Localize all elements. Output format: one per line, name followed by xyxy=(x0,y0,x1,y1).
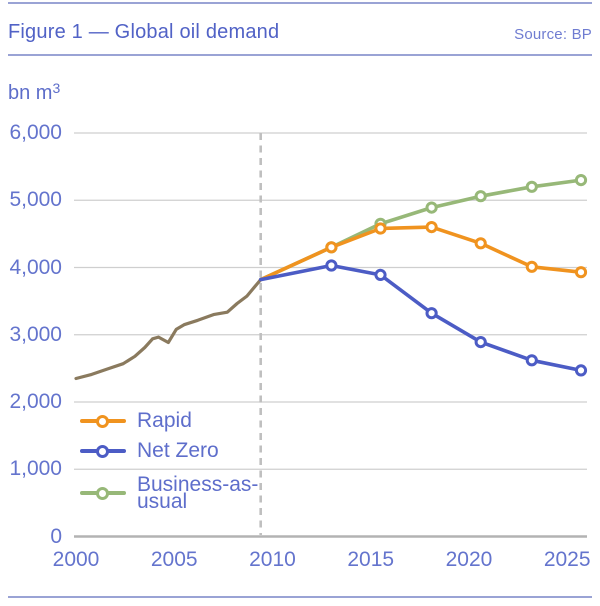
marker-rapid xyxy=(574,266,588,279)
y-tick-label: 1,000 xyxy=(9,457,62,481)
marker-net-zero xyxy=(425,307,438,320)
marker-net-zero xyxy=(574,364,588,377)
source-label: Source: BP xyxy=(514,26,592,43)
unit-text: bn m xyxy=(8,82,53,104)
legend-marker-dot xyxy=(96,414,109,428)
marker-business-as-usual xyxy=(425,201,438,214)
x-tick-label: 2000 xyxy=(52,548,100,571)
marker-rapid xyxy=(474,237,487,250)
history-line xyxy=(74,278,263,381)
legend-label: Rapid xyxy=(137,409,192,432)
marker-rapid xyxy=(525,260,538,273)
marker-business-as-usual xyxy=(525,180,538,193)
marker-net-zero xyxy=(374,268,387,281)
unit-superscript: 3 xyxy=(52,80,61,96)
legend-marker-dot xyxy=(96,444,109,458)
x-tick-label: 2020 xyxy=(445,548,493,571)
marker-net-zero xyxy=(474,336,487,349)
x-tick-label: 2010 xyxy=(249,548,296,571)
figure-title: Figure 1 — Global oil demand xyxy=(8,21,280,43)
marker-net-zero xyxy=(525,354,538,367)
x-tick-label: 2005 xyxy=(150,548,198,571)
marker-business-as-usual xyxy=(474,190,487,203)
y-tick-label: 2,000 xyxy=(9,390,62,413)
marker-rapid xyxy=(425,221,438,234)
y-tick-label: 6,000 xyxy=(9,121,62,144)
legend-marker-dot xyxy=(96,487,109,501)
y-tick-label: 3,000 xyxy=(9,322,62,346)
header-rule xyxy=(8,54,592,56)
legend-swatch-icon xyxy=(80,486,126,501)
marker-rapid xyxy=(325,241,338,254)
y-tick-label: 4,000 xyxy=(9,255,62,279)
y-tick-label: 5,000 xyxy=(9,188,62,212)
bottom-rule xyxy=(8,596,592,598)
legend-swatch-icon xyxy=(80,444,126,458)
y-tick-label: 0 xyxy=(50,524,62,548)
legend-label: Business-as-usual xyxy=(137,473,259,514)
marker-rapid xyxy=(374,222,387,235)
legend-swatch-icon xyxy=(80,414,126,428)
y-axis-unit-label: bn m3 xyxy=(8,80,60,105)
x-tick-label: 2025 xyxy=(543,548,591,571)
legend-item-rapid: Rapid xyxy=(80,409,192,432)
legend-item-net-zero: Net Zero xyxy=(80,439,219,462)
marker-business-as-usual xyxy=(574,174,588,187)
marker-net-zero xyxy=(325,259,338,272)
top-rule xyxy=(8,2,592,4)
legend-item-business-as-usual: Business-as-usual xyxy=(80,473,261,514)
legend-label: Net Zero xyxy=(137,439,219,462)
x-tick-label: 2015 xyxy=(347,548,395,571)
